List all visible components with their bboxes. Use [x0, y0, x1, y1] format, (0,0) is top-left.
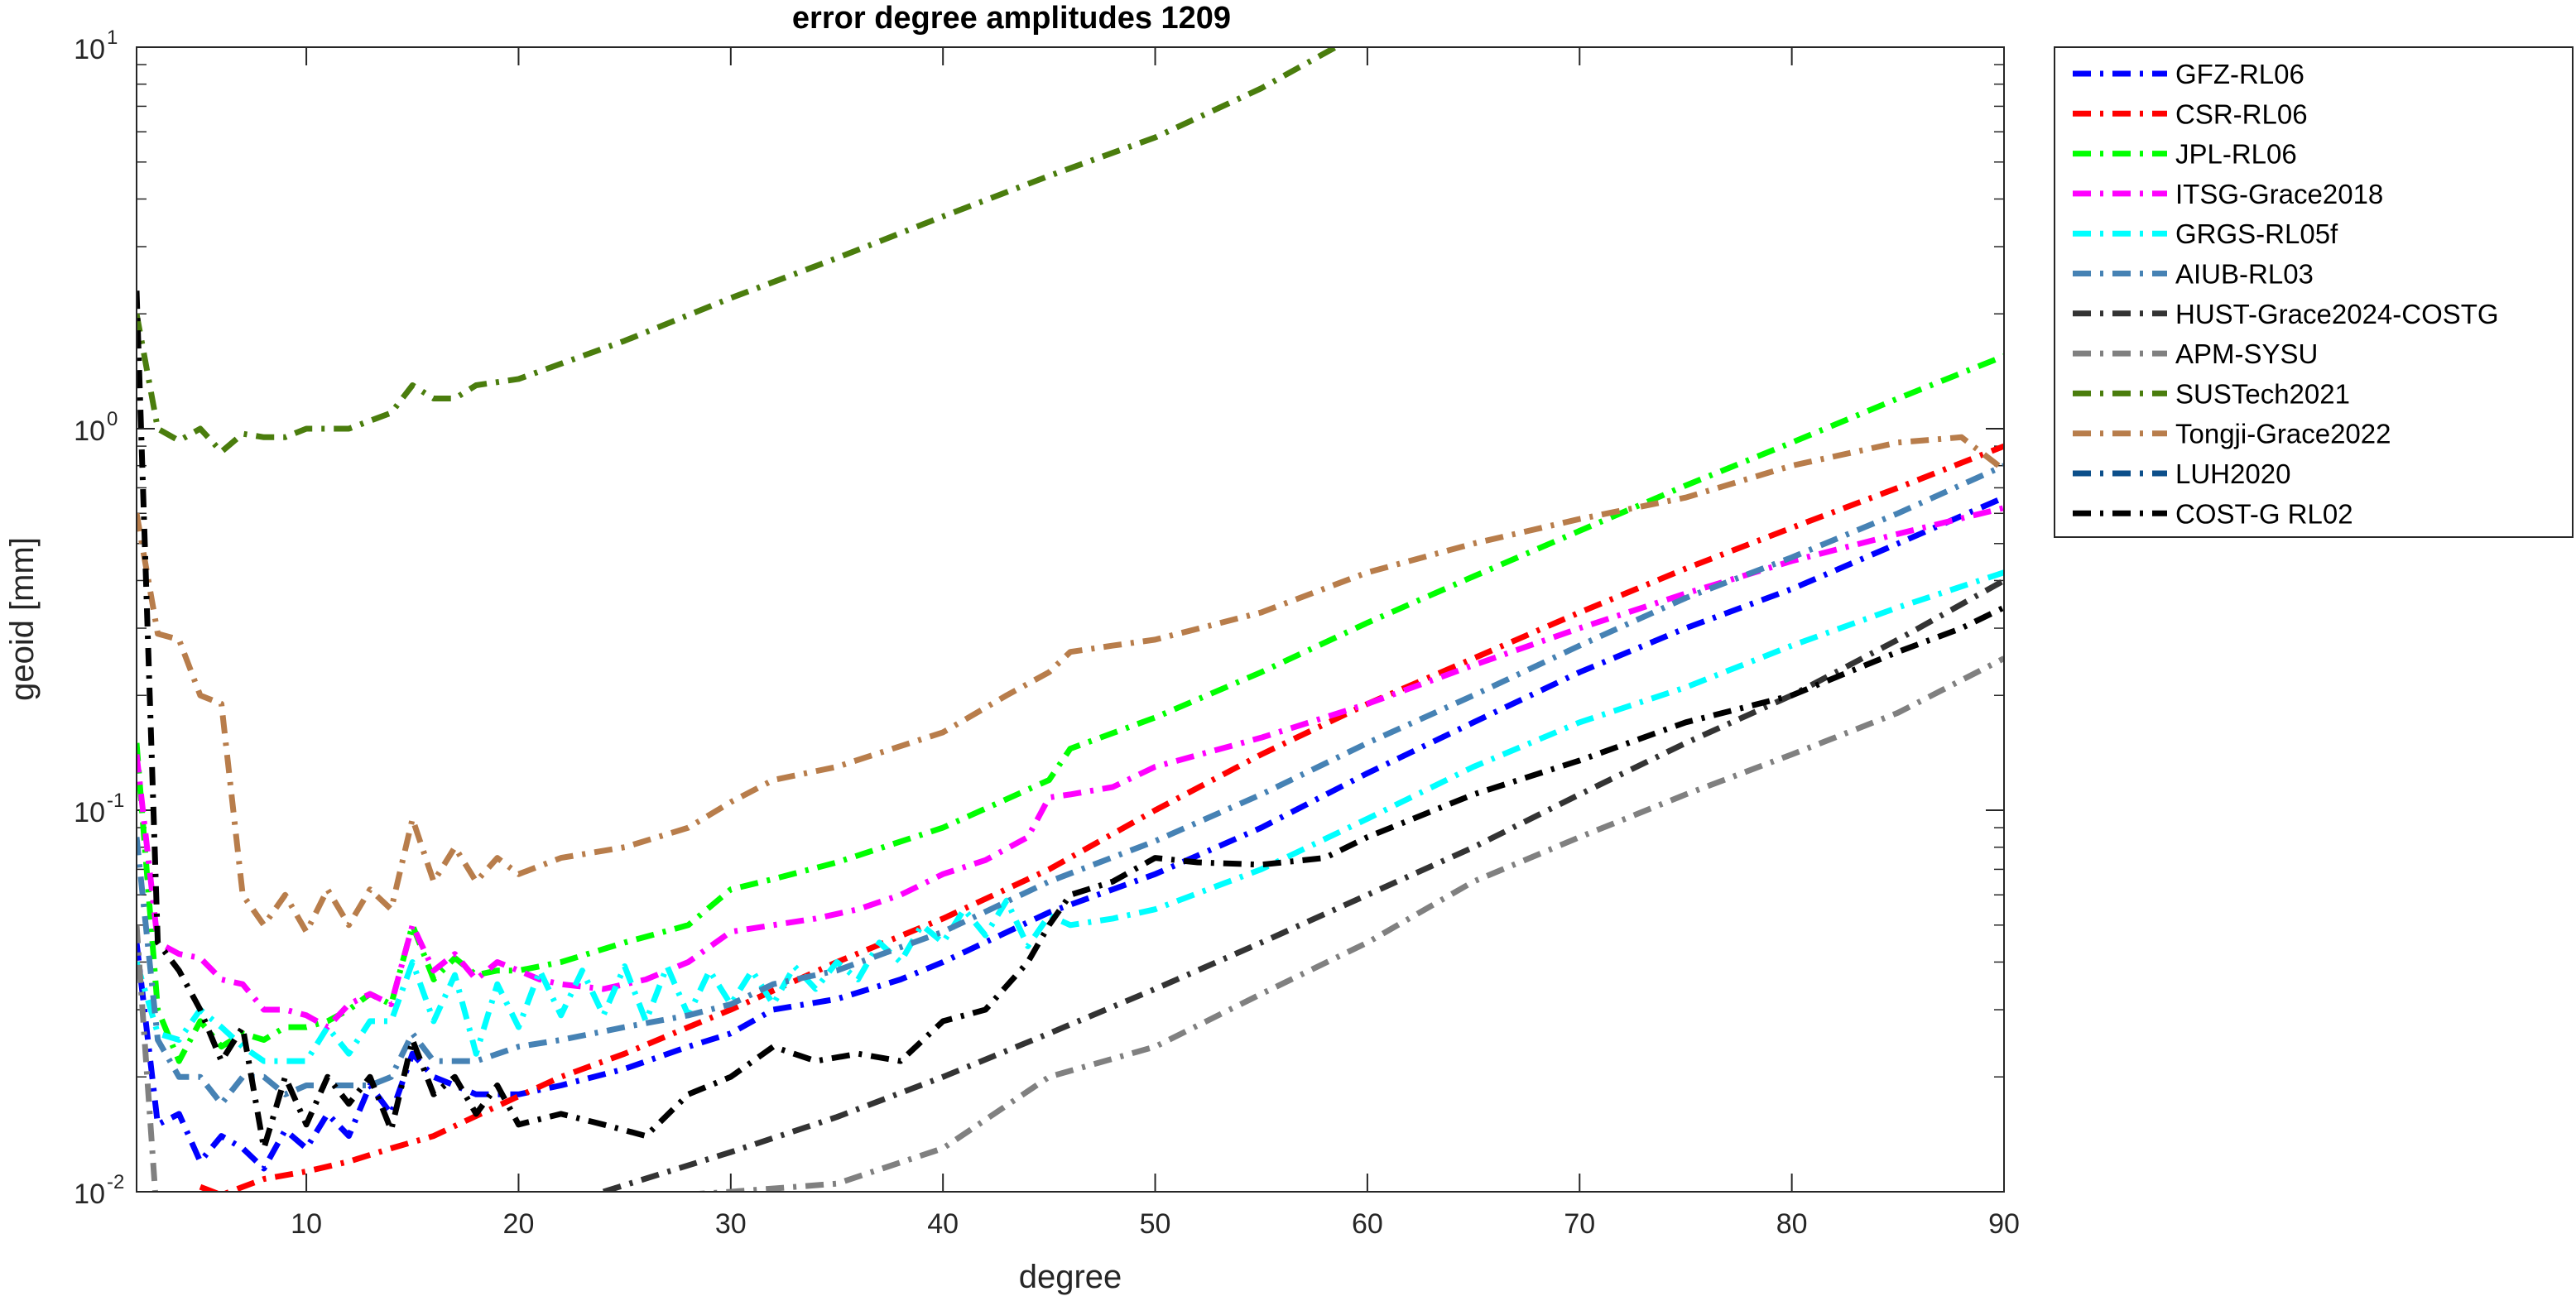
y-tick-exponent: -1 [107, 790, 124, 812]
x-tick-label: 20 [503, 1208, 535, 1240]
legend-item: ITSG-Grace2018 [2073, 179, 2383, 209]
legend-item: Tongji-Grace2022 [2073, 419, 2391, 449]
legend-label: SUSTech2021 [2175, 378, 2350, 409]
legend-label: HUST-Grace2024-COSTG [2175, 299, 2499, 329]
x-axis-label: degree [1019, 1259, 1122, 1295]
series-line-4 [137, 569, 2004, 1064]
legend-label: JPL-RL06 [2175, 139, 2297, 170]
legend-item: GFZ-RL06 [2073, 59, 2304, 89]
legend-item: CSR-RL06 [2073, 98, 2308, 129]
y-axis-label: geoid [mm] [4, 537, 41, 701]
legend-item: SUSTech2021 [2073, 378, 2350, 409]
x-tick-label: 40 [927, 1208, 959, 1240]
x-tick-label: 60 [1352, 1208, 1383, 1240]
legend: GFZ-RL06 CSR-RL06 JPL-RL06 ITSG-Grace2018 GR… [2054, 46, 2574, 538]
y-tick-label: 10 [74, 34, 105, 65]
legend-label: AIUB-RL03 [2175, 259, 2314, 290]
legend-label: GFZ-RL06 [2175, 59, 2304, 89]
legend-box [2054, 46, 2574, 538]
x-tick-label: 70 [1564, 1208, 1595, 1240]
legend-item: AIUB-RL03 [2073, 259, 2314, 290]
series-lines [137, 47, 2004, 1192]
y-tick-base: 10 [74, 34, 105, 65]
x-tick-label: 80 [1776, 1208, 1808, 1240]
legend-item: LUH2020 [2073, 458, 2290, 489]
series-line-1 [199, 443, 2004, 1192]
legend-label: LUH2020 [2175, 458, 2290, 489]
series-line-0 [137, 494, 2004, 1172]
plot-background [137, 47, 2004, 1192]
series-line-6 [602, 578, 2004, 1192]
legend-label: APM-SYSU [2175, 338, 2318, 369]
legend-item: HUST-Grace2024-COSTG [2073, 299, 2499, 329]
legend-label: GRGS-RL05f [2175, 218, 2338, 249]
y-tick-exponent: 0 [107, 408, 118, 430]
y-tick-base: 10 [74, 1179, 105, 1210]
y-tick-label: 10 [74, 797, 105, 828]
series-line-9 [137, 434, 2004, 935]
x-tick-label: 50 [1140, 1208, 1171, 1240]
legend-label: COST-G RL02 [2175, 498, 2353, 529]
y-tick-label: 10 [74, 415, 105, 447]
series-line-11 [137, 290, 2004, 1151]
legend-label: CSR-RL06 [2175, 98, 2308, 129]
plot-frame [136, 46, 2005, 1193]
y-tick-exponent: -2 [107, 1171, 124, 1193]
legend-label: ITSG-Grace2018 [2175, 179, 2383, 209]
y-tick-exponent: 1 [107, 26, 118, 49]
series-line-5 [137, 463, 2004, 1107]
y-tick-label: 10 [74, 1179, 105, 1210]
legend-label: Tongji-Grace2022 [2175, 419, 2391, 449]
y-tick-base: 10 [74, 415, 105, 447]
series-line-7 [137, 655, 2004, 1192]
legend-item: COST-G RL02 [2073, 498, 2353, 529]
legend-item: JPL-RL06 [2073, 139, 2297, 170]
x-tick-label: 10 [291, 1208, 322, 1240]
series-line-8 [137, 47, 1338, 455]
legend-item: GRGS-RL05f [2073, 218, 2338, 249]
series-line-3 [137, 505, 2004, 1030]
x-tick-label: 30 [715, 1208, 747, 1240]
chart-title: error degree amplitudes 1209 [792, 1, 1231, 36]
legend-item: APM-SYSU [2073, 338, 2318, 369]
y-tick-base: 10 [74, 797, 105, 828]
x-tick-label: 90 [1988, 1208, 2020, 1240]
series-line-2 [137, 353, 2004, 1064]
